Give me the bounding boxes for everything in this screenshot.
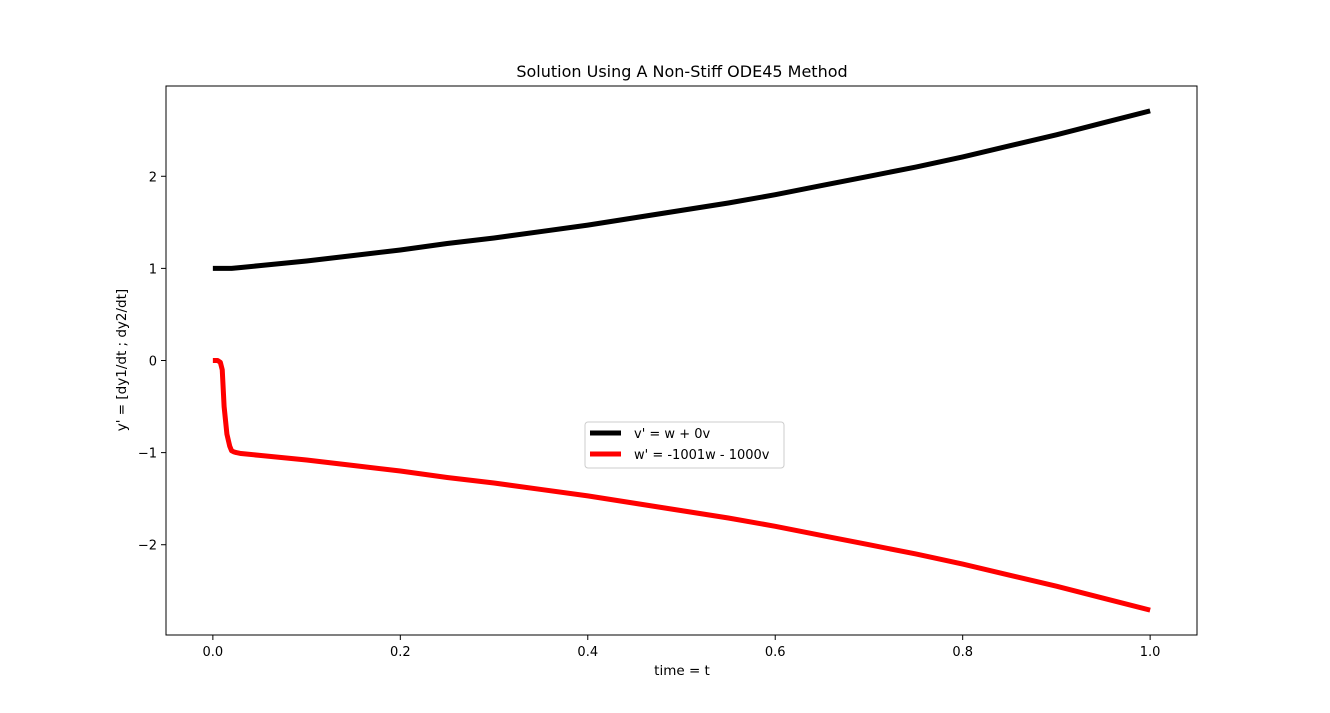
y-tick-label: 1: [149, 262, 157, 277]
y-tick-label: 2: [149, 170, 157, 185]
series-line-1: [212, 108, 1151, 271]
x-tick-label: 1.0: [1140, 645, 1161, 660]
legend-box: [584, 421, 785, 469]
y-axis-title: y' = [dy1/dt ; dy2/dt]: [114, 289, 130, 431]
series-line-2: [212, 358, 1151, 613]
chart-title: Solution Using A Non-Stiff ODE45 Method: [516, 62, 847, 81]
y-tick-label: 0: [149, 355, 157, 370]
x-tick-label: 0.4: [577, 645, 598, 660]
x-tick-label: 0.0: [203, 645, 224, 660]
x-tick-label: 0.8: [952, 645, 973, 660]
y-tick-label: −1: [138, 447, 157, 462]
x-tick-label: 0.2: [390, 645, 411, 660]
x-axis-title: time = t: [654, 663, 710, 679]
legend: v' = w + 0v w' = -1001w - 1000v: [584, 421, 785, 469]
y-tick-label: −2: [138, 539, 157, 554]
legend-label-2: w' = -1001w - 1000v: [634, 448, 770, 463]
x-axis: 0.0 0.2 0.4 0.6 0.8 1.0: [203, 635, 1161, 660]
legend-label-1: v' = w + 0v: [634, 427, 710, 442]
y-axis: −2 −1 0 1 2: [138, 170, 166, 554]
plot-lines: [212, 108, 1151, 613]
x-tick-label: 0.6: [765, 645, 786, 660]
